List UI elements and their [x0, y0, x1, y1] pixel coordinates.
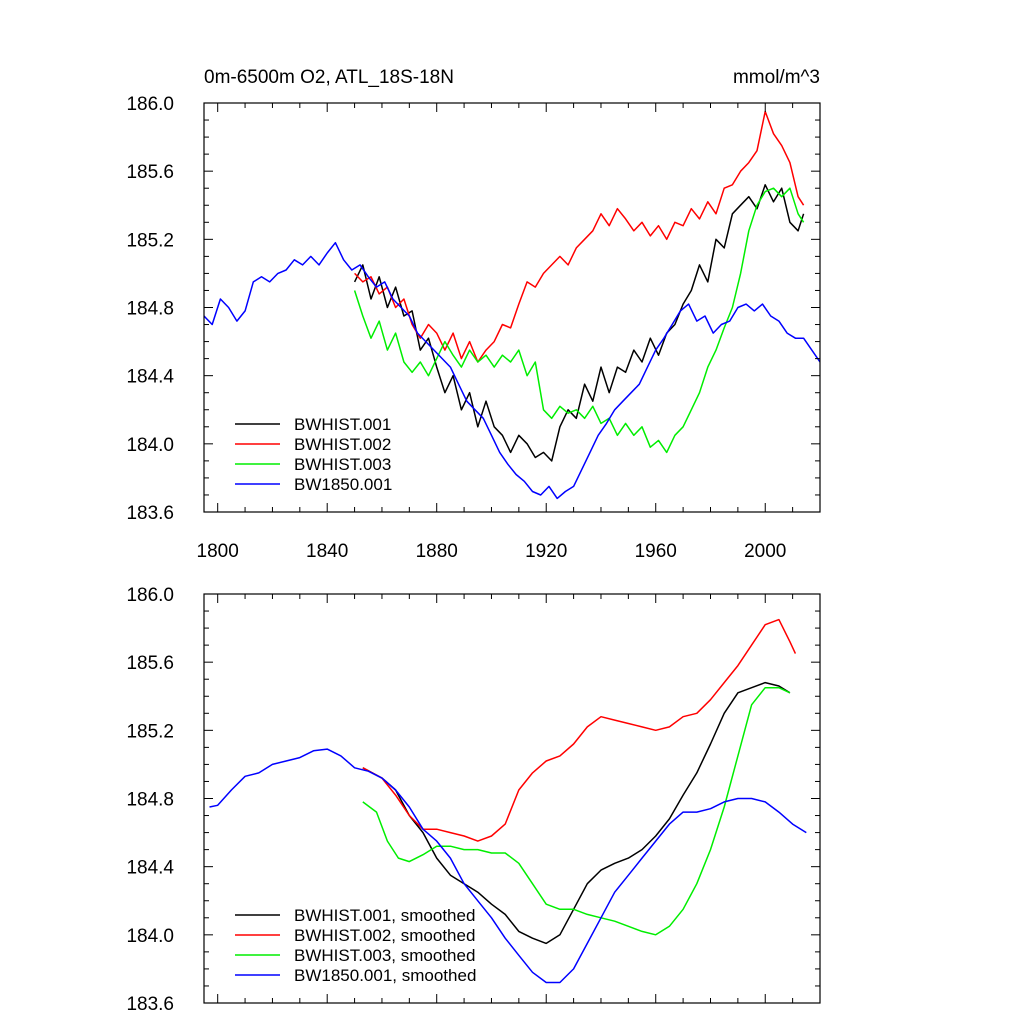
y-tick-label: 185.2 — [126, 230, 174, 251]
x-tick-label: 1920 — [525, 541, 567, 562]
x-tick-label: 2000 — [744, 541, 786, 562]
legend-label: BWHIST.002 — [294, 435, 391, 454]
legend-label: BWHIST.002, smoothed — [294, 926, 475, 945]
y-tick-label: 184.4 — [126, 367, 174, 388]
x-tick-label: 1960 — [635, 541, 677, 562]
y-tick-label: 183.6 — [126, 994, 174, 1015]
chart-units: mmol/m^3 — [733, 67, 820, 88]
y-tick-label: 184.4 — [126, 858, 174, 879]
x-tick-label: 1840 — [306, 541, 348, 562]
top-panel: 1800 1840 1880 1920 1960 2000 183.6 184.0 184.4 1… — [126, 94, 821, 562]
series-line-1 — [362, 618, 797, 842]
y-tick-label: 185.2 — [126, 721, 174, 742]
series-line-0 — [362, 681, 791, 945]
y-tick-label: 184.0 — [126, 926, 174, 947]
legend-label: BWHIST.001 — [294, 415, 391, 434]
series-line-0 — [353, 184, 805, 462]
y-tick-label: 185.6 — [126, 162, 174, 183]
y-tick-label: 183.6 — [126, 503, 174, 524]
y-tick-label: 186.0 — [126, 585, 174, 606]
y-tick-label: 184.8 — [126, 299, 174, 320]
y-tick-label: 186.0 — [126, 94, 174, 115]
y-tick-label: 185.6 — [126, 653, 174, 674]
legend-label: BWHIST.003 — [294, 455, 391, 474]
chart-title: 0m-6500m O2, ATL_18S-18N — [204, 67, 454, 88]
series-line-3 — [204, 241, 820, 500]
series-line-2 — [362, 686, 791, 936]
series-line-3 — [209, 748, 807, 984]
series-line-1 — [354, 110, 805, 363]
legend-label: BWHIST.001, smoothed — [294, 906, 475, 925]
x-tick-label: 1800 — [197, 541, 239, 562]
legend-label: BWHIST.003, smoothed — [294, 946, 475, 965]
legend-label: BW1850.001 — [294, 475, 392, 494]
series-line-2 — [353, 187, 805, 454]
x-tick-label: 1880 — [416, 541, 458, 562]
y-tick-label: 184.0 — [126, 435, 174, 456]
legend-label: BW1850.001, smoothed — [294, 966, 476, 985]
y-tick-label: 184.8 — [126, 790, 174, 811]
bottom-panel: 183.6 184.0 184.4 184.8 185.2 185.6 186.0 BWHIS… — [126, 585, 821, 1015]
